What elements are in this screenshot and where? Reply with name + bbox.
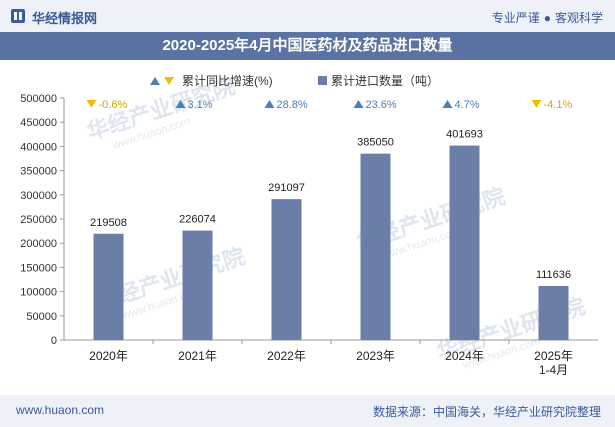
growth-up-triangle-icon [442,100,453,108]
tagline-left: 专业严谨 [491,11,540,25]
growth-up-triangle-icon [175,100,186,108]
growth-value-label: 28.8% [277,99,308,111]
y-tick-label: 500000 [20,93,57,105]
growth-value-label: 4.7% [455,99,480,111]
bar-value-label: 291097 [268,182,305,194]
tagline-right: 客观科学 [554,11,603,25]
y-tick-label: 350000 [20,166,57,178]
bar-value-label: 219508 [90,217,127,229]
bar [449,145,480,340]
bar [271,199,302,340]
legend-bar-swatch [318,76,327,85]
y-tick-label: 100000 [20,287,57,299]
y-tick-label: 400000 [20,141,57,153]
growth-value-label: -0.6% [99,99,128,111]
tagline-separator: ● [543,11,551,25]
legend-down-triangle-icon [164,77,174,85]
x-tick-label: 2020年 [89,349,128,363]
x-tick-label: 2021年 [178,349,217,363]
bar [182,230,213,340]
title-bar: 2020-2025年4月中国医药材及药品进口数量 [0,32,615,60]
bar [93,233,124,340]
bar-value-label: 385050 [357,137,394,149]
growth-value-label: -4.1% [544,99,573,111]
y-tick-label: 0 [51,335,57,347]
chart: 华经产业研究院www.huaon.com华经产业研究院www.huaon.com… [20,73,598,377]
x-tick-label-line2: 1-4月 [539,363,568,377]
growth-down-triangle-icon [86,100,97,108]
bar [360,153,391,340]
growth-down-triangle-icon [531,100,542,108]
footer-source: 数据来源：中国海关，华经产业研究院整理 [372,405,601,419]
y-tick-label: 250000 [20,214,57,226]
x-tick-label: 2024年 [445,349,484,363]
bar [538,285,569,340]
footer-bar: www.huaon.com 数据来源：中国海关，华经产业研究院整理 [0,395,615,427]
y-tick-label: 300000 [20,190,57,202]
x-tick-label: 2023年 [356,349,395,363]
growth-value-label: 3.1% [188,99,213,111]
growth-value-label: 23.6% [366,99,397,111]
legend-growth-label: 累计同比增速(%) [182,74,273,88]
y-tick-label: 200000 [20,238,57,250]
legend-up-triangle-icon [150,77,160,85]
growth-up-triangle-icon [353,100,364,108]
x-tick-label: 2022年 [267,349,306,363]
tagline: 专业严谨 ● 客观科学 [492,9,603,26]
legend-bar-label: 累计进口数量（吨） [331,73,439,88]
x-tick-label: 2025年 [534,349,573,363]
y-tick-label: 450000 [20,117,57,129]
logo-icon [11,9,25,23]
bar-value-label: 401693 [446,129,483,141]
chart-title: 2020-2025年4月中国医药材及药品进口数量 [162,37,453,54]
y-tick-label: 150000 [20,262,57,274]
bar-value-label: 111636 [536,269,571,281]
top-bar: 华经情报网 专业严谨 ● 客观科学 [0,0,615,32]
brand-name: 华经情报网 [32,11,98,26]
footer-url: www.huaon.com [16,403,105,417]
bar-value-label: 226074 [179,214,216,226]
growth-up-triangle-icon [264,100,275,108]
y-tick-label: 50000 [26,311,57,323]
